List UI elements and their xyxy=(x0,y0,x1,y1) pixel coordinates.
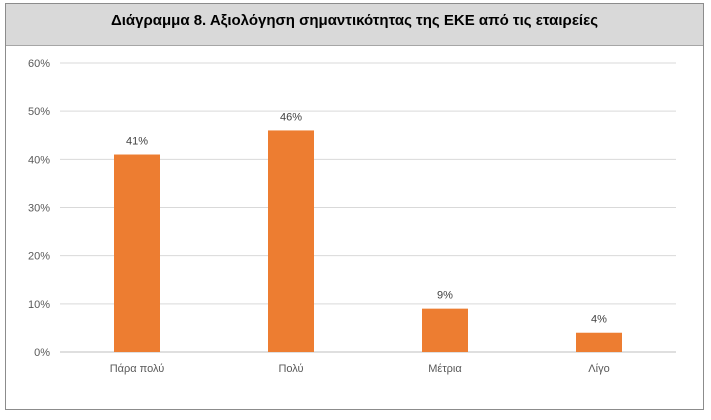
bar xyxy=(114,154,160,352)
bars xyxy=(114,130,622,352)
y-tick-label: 50% xyxy=(28,106,50,118)
bar xyxy=(268,130,314,352)
data-label: 9% xyxy=(437,290,453,302)
y-tick-label: 30% xyxy=(28,203,50,215)
title-band: Διάγραμμα 8. Αξιολόγηση σημαντικότητας τ… xyxy=(6,4,703,46)
y-tick-label: 40% xyxy=(28,154,50,166)
data-label: 46% xyxy=(280,111,302,123)
chart-title: Διάγραμμα 8. Αξιολόγηση σημαντικότητας τ… xyxy=(110,12,599,29)
x-tick-label: Πάρα πολύ xyxy=(110,363,165,375)
bar xyxy=(576,332,622,352)
x-tick-label: Λίγο xyxy=(588,363,609,375)
x-axis: Πάρα πολύ Πολύ Μέτρια Λίγο xyxy=(110,363,610,375)
x-tick-label: Πολύ xyxy=(278,363,303,375)
bar xyxy=(422,308,468,352)
x-tick-label: Μέτρια xyxy=(428,363,462,375)
data-labels: 41% 46% 9% 4% xyxy=(126,111,607,325)
gridlines xyxy=(60,62,676,353)
data-label: 41% xyxy=(126,136,148,148)
y-axis: 0% 10% 20% 30% 40% 50% 60% xyxy=(28,58,50,359)
y-tick-label: 0% xyxy=(34,347,50,359)
y-tick-label: 20% xyxy=(28,251,50,263)
y-tick-label: 60% xyxy=(28,58,50,70)
y-tick-label: 10% xyxy=(28,299,50,311)
data-label: 4% xyxy=(591,314,607,326)
